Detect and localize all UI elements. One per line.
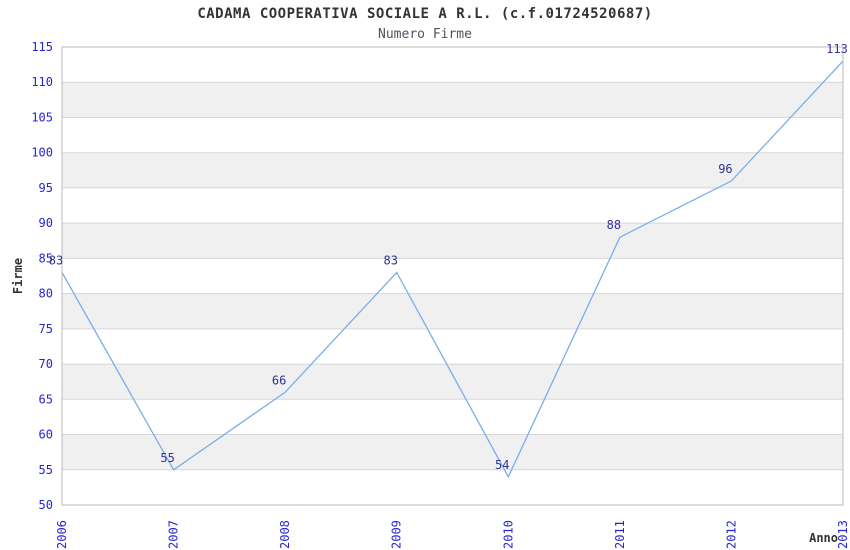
y-tick-label: 70 bbox=[39, 357, 53, 371]
y-tick-label: 65 bbox=[39, 392, 53, 406]
data-point-label: 96 bbox=[718, 162, 732, 176]
y-tick-label: 110 bbox=[31, 75, 53, 89]
data-point-label: 54 bbox=[495, 458, 509, 472]
x-tick-label: 2007 bbox=[167, 520, 181, 549]
x-tick-label: 2008 bbox=[278, 520, 292, 549]
y-axis-label: Firme bbox=[11, 258, 25, 294]
data-point-label: 66 bbox=[272, 373, 286, 387]
x-tick-label: 2013 bbox=[836, 520, 850, 549]
y-tick-label: 90 bbox=[39, 216, 53, 230]
y-tick-label: 85 bbox=[39, 251, 53, 265]
chart-subtitle: Numero Firme bbox=[378, 27, 472, 42]
y-tick-label: 95 bbox=[39, 181, 53, 195]
x-tick-label: 2012 bbox=[724, 520, 738, 549]
x-tick-label: 2006 bbox=[55, 520, 69, 549]
plot-frame bbox=[61, 46, 844, 506]
plot-band bbox=[62, 152, 843, 188]
x-tick-label: 2009 bbox=[390, 520, 404, 549]
chart-title: CADAMA COOPERATIVA SOCIALE A R.L. (c.f.0… bbox=[197, 6, 653, 22]
x-tick-label: 2010 bbox=[501, 520, 515, 549]
data-point-label: 55 bbox=[160, 451, 174, 465]
plot-band bbox=[62, 434, 843, 470]
y-tick-label: 100 bbox=[31, 146, 53, 160]
y-tick-label: 50 bbox=[39, 498, 53, 512]
data-point-label: 113 bbox=[826, 42, 848, 56]
plot-band bbox=[62, 364, 843, 400]
plot-band bbox=[62, 293, 843, 329]
y-tick-label: 115 bbox=[31, 40, 53, 54]
data-point-label: 83 bbox=[49, 253, 63, 267]
x-tick-label: 2011 bbox=[613, 520, 627, 549]
data-point-label: 88 bbox=[607, 218, 621, 232]
y-tick-label: 60 bbox=[39, 428, 53, 442]
y-tick-label: 75 bbox=[39, 322, 53, 336]
plot-band bbox=[62, 223, 843, 259]
y-tick-label: 105 bbox=[31, 110, 53, 124]
y-tick-label: 80 bbox=[39, 287, 53, 301]
plot-band bbox=[62, 82, 843, 118]
x-axis-label: Anno bbox=[809, 531, 838, 545]
data-point-label: 83 bbox=[383, 253, 397, 267]
y-tick-label: 55 bbox=[39, 463, 53, 477]
series-line bbox=[61, 60, 844, 479]
